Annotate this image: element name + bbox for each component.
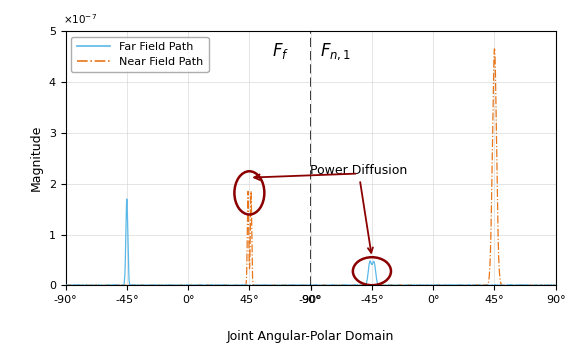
- Text: $F_{n,1}$: $F_{n,1}$: [320, 41, 351, 62]
- Legend: Far Field Path, Near Field Path: Far Field Path, Near Field Path: [71, 37, 209, 72]
- Text: Joint Angular-Polar Domain: Joint Angular-Polar Domain: [227, 329, 394, 343]
- Text: $\times10^{-7}$: $\times10^{-7}$: [63, 12, 97, 26]
- Text: $F_f$: $F_f$: [272, 42, 289, 62]
- Text: Power Diffusion: Power Diffusion: [310, 164, 407, 253]
- Y-axis label: Magnitude: Magnitude: [30, 125, 43, 191]
